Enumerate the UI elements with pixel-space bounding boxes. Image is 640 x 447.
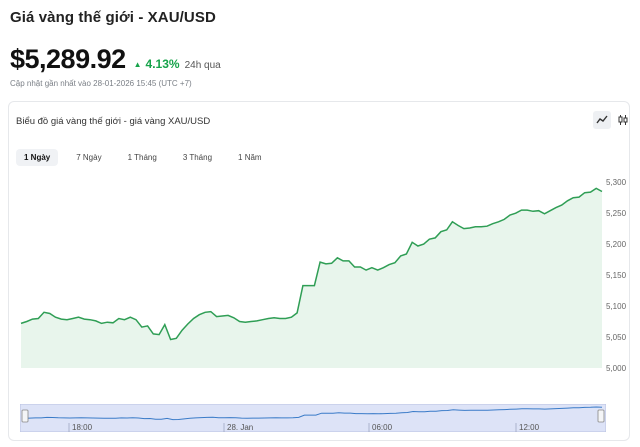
range-tabs: 1 Ngày 7 Ngày 1 Tháng 3 Tháng 1 Năm <box>16 149 280 166</box>
change-period: 24h qua <box>184 60 221 71</box>
navigator-line <box>23 406 603 421</box>
price-line <box>20 187 603 341</box>
y-tick-label: 5,200 <box>606 240 627 249</box>
navigator-time-label: 28. Jan <box>227 423 253 432</box>
navigator-time-label: 12:00 <box>519 423 540 432</box>
y-tick-label: 5,300 <box>606 178 627 187</box>
tab-1-month[interactable]: 1 Tháng <box>127 153 157 162</box>
chart-title: Biểu đồ giá vàng thế giới - giá vàng XAU… <box>16 116 211 127</box>
chart-navigator[interactable]: 18:00 28. Jan 06:00 12:00 <box>20 404 606 432</box>
tab-1-year[interactable]: 1 Năm <box>238 153 262 162</box>
tab-1-day[interactable]: 1 Ngày <box>16 149 59 166</box>
last-updated: Cập nhật gần nhất vào 28-01-2026 15:45 (… <box>10 79 192 88</box>
candlestick-icon <box>618 115 628 125</box>
navigator-time-label: 06:00 <box>372 423 393 432</box>
line-chart-icon <box>596 115 608 124</box>
y-tick-label: 5,250 <box>606 209 627 218</box>
navigator-left-handle <box>21 409 29 423</box>
navigator-time-label: 18:00 <box>72 423 93 432</box>
price-chart[interactable]: 5,000 5,050 5,100 5,150 5,200 5,250 5,300 <box>9 102 629 402</box>
navigator-right-handle <box>597 409 605 423</box>
y-tick-label: 5,050 <box>606 333 627 342</box>
change-percent: 4.13% <box>145 57 180 71</box>
price-row: $5,289.92 ▲ 4.13% 24h qua <box>10 44 221 75</box>
y-tick-label: 5,150 <box>606 271 627 280</box>
line-chart-button[interactable] <box>593 111 611 129</box>
candlestick-button[interactable] <box>614 111 632 129</box>
page-title: Giá vàng thế giới - XAU/USD <box>10 9 216 26</box>
y-tick-label: 5,100 <box>606 302 627 311</box>
current-price: $5,289.92 <box>10 44 126 74</box>
y-tick-label: 5,000 <box>606 364 627 373</box>
tab-3-months[interactable]: 3 Tháng <box>182 153 213 162</box>
chart-card: Biểu đồ giá vàng thế giới - giá vàng XAU… <box>8 101 630 441</box>
price-area <box>21 188 602 368</box>
price-change: ▲ 4.13% 24h qua <box>134 57 221 71</box>
tab-7-days[interactable]: 7 Ngày <box>76 153 102 162</box>
up-arrow-icon: ▲ <box>133 60 142 69</box>
